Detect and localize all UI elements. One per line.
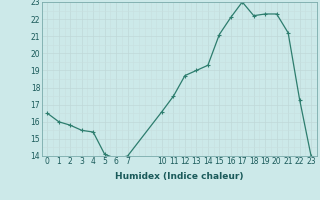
X-axis label: Humidex (Indice chaleur): Humidex (Indice chaleur) <box>115 172 244 181</box>
